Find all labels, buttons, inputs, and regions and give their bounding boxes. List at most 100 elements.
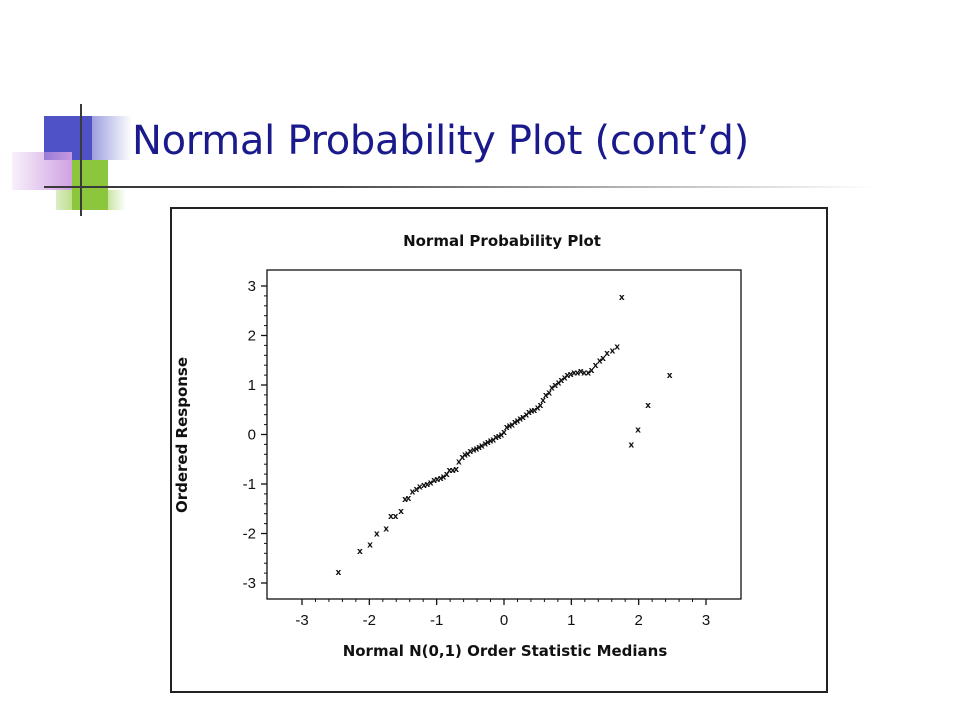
data-point: x [467,447,473,457]
data-point: x [574,369,580,379]
data-point: x [600,354,606,364]
data-point: x [493,433,499,443]
y-tick-label: 0 [248,427,256,444]
data-point: x [410,487,416,497]
data-point: x [431,476,437,486]
data-point: x [556,379,562,389]
data-point: x [543,391,549,401]
data-point: x [540,396,546,406]
data-point: x [619,293,625,303]
data-point: x [490,435,496,445]
x-axis: -3 -2 -1 0 1 2 3 [295,599,710,629]
data-point: x [450,466,456,476]
data-point: x [549,383,555,393]
y-tick-label: -1 [243,476,256,493]
data-point: x [417,482,423,492]
data-point: x [604,349,610,359]
y-tick-label: -2 [243,526,256,543]
data-point: x [506,422,512,432]
data-point: x [526,408,532,418]
data-point: x [383,525,389,535]
data-point: x [578,367,584,377]
data-point: x [476,443,482,453]
ornament-blue-fade [92,116,132,160]
data-point: x [357,547,363,557]
data-point: x [667,371,673,381]
data-point: x [414,485,420,495]
data-point: x [628,440,634,450]
data-point: x [558,376,564,386]
data-point: x [571,369,577,379]
data-point: x [424,480,430,490]
data-point: x [537,401,543,411]
data-point: x [398,507,404,517]
data-point: x [421,481,427,491]
data-point: x [374,530,380,540]
y-tick-label: 2 [248,328,256,345]
data-point: x [562,374,568,384]
y-axis-label: Ordered Response [173,357,191,513]
data-point: x [393,512,399,522]
x-tick-label: -1 [430,612,443,629]
chart-frame: Normal Probability Plot -3 -2 -1 0 1 2 3 -3 -2-… [170,207,828,693]
data-point: x [645,401,651,411]
ornament-vertical-line [80,104,82,216]
data-point: x [512,418,518,428]
data-point: x [405,494,411,504]
x-axis-label: Normal N(0,1) Order Statistic Medians [343,642,668,660]
data-point: x [585,369,591,379]
data-point: x [488,436,494,446]
data-point: x [581,369,587,379]
data-point: x [367,540,373,550]
data-point: x [428,479,434,489]
data-point: x [552,381,558,391]
y-tick-label: 1 [248,377,256,394]
data-point: x [440,473,446,483]
data-point: x [517,415,523,425]
x-tick-label: 0 [500,612,508,629]
x-tick-label: -3 [295,612,308,629]
data-point: x [614,342,620,352]
data-point: x [515,417,521,427]
data-point: x [471,445,477,455]
data-point: x [335,568,341,578]
data-point: x [498,431,504,441]
data-point: x [482,439,488,449]
data-point: x [485,438,491,448]
data-point: x [462,450,468,460]
data-point: x [453,465,459,475]
data-point: x [501,428,507,438]
y-tick-label: -3 [243,575,256,592]
data-point: x [504,423,510,433]
data-point: x [568,370,574,380]
slide-title: Normal Probability Plot (cont’d) [132,118,749,164]
data-point: x [459,453,465,463]
data-point: x [564,371,570,381]
data-point: x [479,441,485,451]
data-point: x [402,495,408,505]
data-point: x [597,356,603,366]
title-underline [44,186,874,188]
x-tick-label: 3 [702,612,710,629]
chart-title: Normal Probability Plot [403,232,601,250]
ornament-pink-square [12,152,72,190]
data-point: x [465,449,471,459]
data-point: x [456,458,462,468]
data-point: x [444,470,450,480]
data-point: x [546,388,552,398]
data-point: x [520,413,526,423]
data-point: x [593,361,599,371]
data-point: x [635,426,641,436]
data-point: x [531,406,537,416]
data-point: x [434,475,440,485]
data-point: x [447,466,453,476]
data-point: x [535,403,541,413]
y-axis: -3 -2 -1 0 1 2 3 [243,278,267,592]
data-point: x [388,512,394,522]
data-point: x [509,421,515,431]
x-tick-label: 2 [634,612,642,629]
data-point: x [589,366,595,376]
data-point: x [523,411,529,421]
x-tick-label: 1 [567,612,575,629]
